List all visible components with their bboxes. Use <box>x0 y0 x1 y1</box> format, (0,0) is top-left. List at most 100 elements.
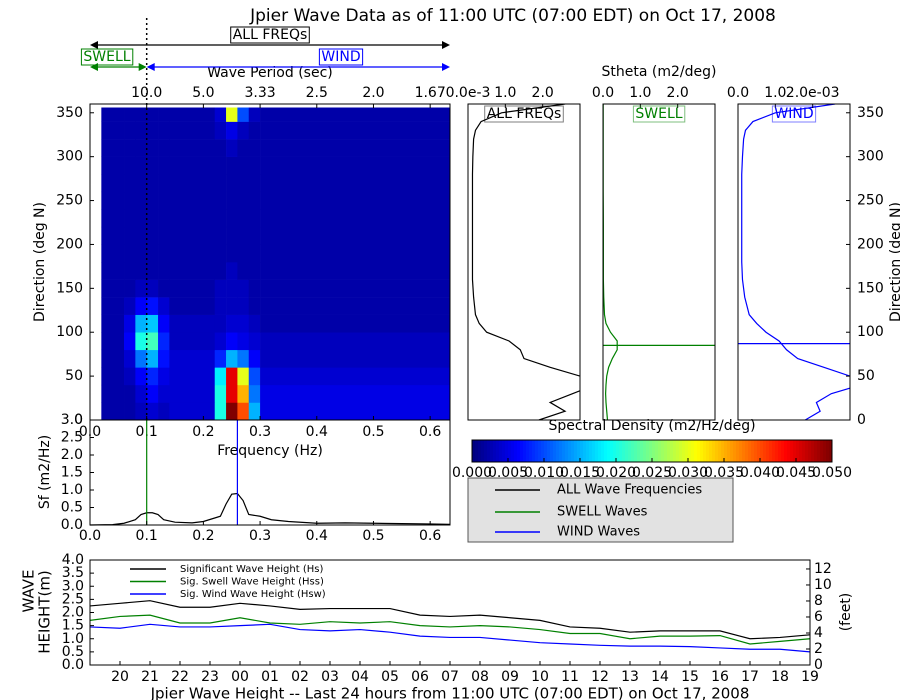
profile-line <box>603 104 618 420</box>
colorbar-swatch <box>694 440 698 462</box>
heatmap-cell <box>169 244 216 263</box>
heatmap-cell <box>226 156 238 175</box>
heatmap-cell <box>214 174 227 193</box>
heatmap-cell <box>135 314 147 333</box>
colorbar-swatch <box>511 440 515 462</box>
heatmap-cell <box>260 384 451 403</box>
heatmap-cell <box>124 384 136 403</box>
y-tick-label: 12 <box>814 561 832 577</box>
colorbar-swatch <box>568 440 572 462</box>
heatmap-cell <box>214 279 227 298</box>
x-axis-label: Frequency (Hz) <box>217 443 323 459</box>
x-tick-label: 0.040 <box>740 465 780 481</box>
heatmap-cell <box>101 402 125 421</box>
heatmap-cell <box>237 402 250 421</box>
heatmap-cell <box>124 367 136 386</box>
heatmap-cell <box>260 297 451 315</box>
heatmap-cell <box>124 156 136 175</box>
colorbar-swatch <box>481 440 485 462</box>
heatmap-cell <box>248 297 261 315</box>
heatmap-cell <box>248 107 261 122</box>
y-tick-label: 0.0 <box>61 517 83 533</box>
heatmap-cell <box>237 297 250 315</box>
colorbar-swatch <box>652 440 656 462</box>
colorbar-swatch <box>679 440 683 462</box>
colorbar-swatch <box>808 440 812 462</box>
heatmap-cell <box>124 244 136 263</box>
range-label-box <box>80 48 134 66</box>
heatmap-cell <box>237 209 250 228</box>
heatmap-cell <box>260 244 451 263</box>
heatmap-cell <box>226 384 238 403</box>
spectrum-line <box>89 492 451 526</box>
x-tick-label: 04 <box>351 669 369 685</box>
heatmap-cell <box>158 332 170 351</box>
y-axis-label: HEIGHT(m) <box>36 570 54 654</box>
x-tick-label: 21 <box>141 669 159 685</box>
colorbar-swatch <box>691 440 695 462</box>
y-tick-label: 200 <box>857 236 884 252</box>
legend-label: Significant Wave Height (Hs) <box>180 564 323 575</box>
colorbar-swatch <box>766 440 770 462</box>
colorbar-swatch <box>814 440 818 462</box>
y2-axis-label: (feet) <box>838 593 854 632</box>
heatmap-cell <box>226 279 238 298</box>
heatmap-cell <box>101 332 125 351</box>
heatmap-cell <box>101 209 125 228</box>
heatmap-cell <box>214 384 227 403</box>
heatmap-cell <box>260 349 451 368</box>
heatmap-cell <box>260 402 451 421</box>
heatmap-cell <box>226 349 238 368</box>
colorbar-swatch <box>739 440 743 462</box>
heatmap-cell <box>248 226 261 245</box>
x-tick-label: 22 <box>171 669 189 685</box>
heatmap-cell <box>135 384 147 403</box>
heatmap-cell <box>146 297 159 315</box>
heatmap-cell <box>135 191 147 210</box>
x-tick-label: 0.3 <box>249 528 271 544</box>
x-tick-label: 15 <box>681 669 699 685</box>
x-tick-label: 12 <box>591 669 609 685</box>
heatmap-cell <box>101 107 125 122</box>
panel-label-box <box>632 105 686 123</box>
x-tick-label: 23 <box>201 669 219 685</box>
colorbar-swatch <box>613 440 617 462</box>
heatmap-cell <box>214 226 227 245</box>
heatmap-cell <box>214 191 227 210</box>
heatmap-cell <box>135 121 147 140</box>
panel-label: WIND <box>774 106 813 122</box>
heatmap-cell <box>169 209 216 228</box>
x-tick-label: 2.0 <box>362 85 384 101</box>
heatmap-cell <box>101 314 125 333</box>
heatmap-cell <box>248 209 261 228</box>
heatmap-cell <box>214 297 227 315</box>
colorbar-swatch <box>514 440 518 462</box>
colorbar-swatch <box>604 440 608 462</box>
heatmap-cell <box>169 262 216 280</box>
colorbar-swatch <box>619 440 623 462</box>
colorbar-swatch <box>625 440 629 462</box>
heatmap-cell <box>146 402 159 421</box>
colorbar-swatch <box>793 440 797 462</box>
panel-label-box <box>771 105 817 123</box>
heatmap-cell <box>135 156 147 175</box>
colorbar-swatch <box>646 440 650 462</box>
colorbar-swatch <box>736 440 740 462</box>
heatmap-cell <box>214 332 227 351</box>
heatmap-cell <box>248 402 261 421</box>
heatmap-cell <box>237 244 250 263</box>
colorbar-swatch <box>571 440 575 462</box>
heatmap-cell <box>226 139 238 157</box>
colorbar-swatch <box>829 440 833 462</box>
heatmap-cell <box>169 332 216 351</box>
heatmap-cell <box>146 191 159 210</box>
colorbar-swatch <box>796 440 800 462</box>
x-tick-label: 0.4 <box>306 424 328 440</box>
colorbar-swatch <box>502 440 506 462</box>
heatmap-cell <box>248 139 261 157</box>
x-tick-label: 0.0e-3 <box>446 85 491 101</box>
heatmap-cell <box>214 244 227 263</box>
colorbar-swatch <box>541 440 545 462</box>
y-tick-label: 250 <box>857 193 884 209</box>
